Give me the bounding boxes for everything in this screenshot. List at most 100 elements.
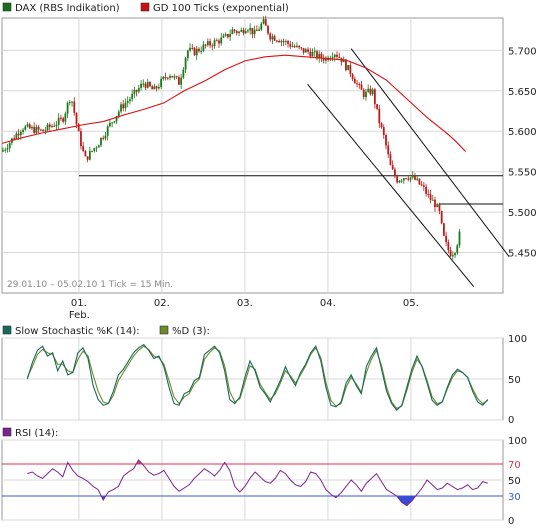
candle-body [46,124,49,131]
candle-body [95,147,98,149]
candle-body [438,204,441,212]
candle-body [360,84,363,90]
candle-body [115,116,118,122]
candle-body [284,41,287,43]
candle-body [175,76,178,78]
candle-body [24,126,27,130]
stoch-k-line [26,343,489,411]
rsi-y-tick-label: 100 [508,436,527,447]
candle-body [400,180,403,182]
candle-body [318,53,321,59]
candle-body [129,99,131,102]
candle-body [351,74,354,79]
price-y-ticks: 5.450 5.500 5.550 5.600 5.650 5.700 [508,46,537,259]
candle-body [449,250,452,257]
stochastic-y-ticks: 100 50 0 [508,334,527,426]
candle-body [166,77,169,79]
candle-body [255,29,258,31]
candle-body [195,48,198,56]
candle-body [291,46,294,48]
candle-body [262,19,265,24]
candle-body [402,178,405,181]
candle-body [220,37,223,44]
ma-line [1,54,466,152]
candle-body [302,48,305,53]
candle-body [369,88,372,95]
candle-body [387,145,390,155]
candle-body [71,101,73,103]
trend-channel-line [350,48,510,257]
candle-body [373,89,376,105]
stoch-d-line [26,345,489,410]
candle-body [442,223,445,236]
stochastic-y-tick-label: 0 [508,415,514,426]
candle-body [300,47,303,49]
price-x-tick-label: 04. [320,298,336,309]
candle-body [416,178,419,180]
candle-body [407,178,410,180]
candle-body [398,180,401,183]
candle-body [213,40,216,47]
candle-body [451,255,454,257]
candle-body [42,129,44,132]
candle-body [173,76,176,78]
candle-body [155,86,158,89]
legend-label-rsi: RSI (14): [15,428,58,439]
price-y-tick-label: 5.700 [508,46,537,57]
candle-body [164,76,167,78]
candle-body [55,124,58,127]
candle-body [162,76,165,79]
candle-body [111,122,114,124]
legend-label-dax: DAX (RBS Indikation) [15,3,120,14]
candle-body [342,59,345,63]
candle-body [324,57,327,61]
price-x-tick-label: 03. [237,298,253,309]
price-x-tick-label: 05. [403,298,419,309]
candle-body [209,41,211,46]
candle-body [142,83,145,85]
candle-body [91,150,93,152]
candle-body [227,34,229,38]
candle-body [200,50,203,52]
candle-body [345,59,347,71]
candle-body [365,91,367,98]
candle-body [33,126,36,133]
candle-body [253,29,256,35]
candle-body [249,27,252,31]
candle-body [244,31,247,34]
candle-body [313,51,316,53]
candle-body [28,124,31,129]
candle-body [333,54,336,58]
candle-body [122,104,125,109]
candle-body [13,138,16,140]
price-y-tick-label: 5.650 [508,87,537,98]
candle-body [146,81,149,88]
candle-body [15,133,18,140]
candle-body [48,124,51,127]
candle-body [82,146,85,151]
candle-body [405,178,407,180]
candle-body [391,165,394,170]
candle-body [80,131,82,147]
candle-body [238,31,240,34]
candle-body [382,127,385,135]
candle-body [447,242,450,251]
price-candles [2,15,461,260]
price-y-tick-label: 5.550 [508,168,537,179]
price-x-tick-label: 02. [154,298,170,309]
candle-body [347,65,350,71]
candle-body [224,34,227,36]
candle-body [394,169,396,177]
candle-body [193,47,196,56]
candle-body [153,86,156,90]
candle-body [106,126,109,136]
candle-body [320,53,323,59]
candle-body [349,65,352,75]
candle-body [316,51,318,59]
candle-body [75,112,78,125]
legend-label-ma: GD 100 Ticks (exponential) [153,3,289,14]
trend-channel-line [307,84,475,287]
candle-body [275,40,278,42]
